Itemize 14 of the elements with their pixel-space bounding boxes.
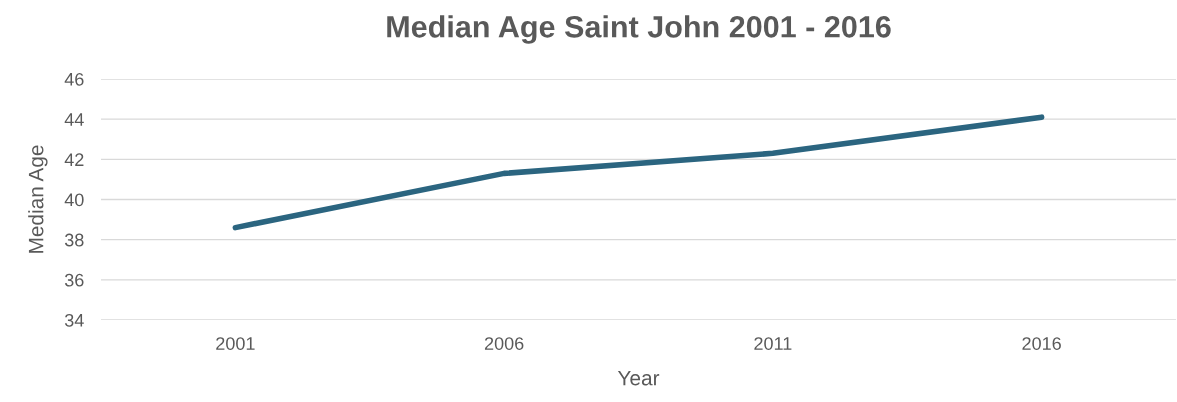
x-tick-label: 2001 xyxy=(216,337,255,350)
chart-title: Median Age Saint John 2001 - 2016 xyxy=(387,15,891,44)
y-tick-label: 46 xyxy=(64,72,84,86)
x-axis-title: Year xyxy=(617,370,660,386)
y-tick-label: 42 xyxy=(64,153,84,166)
y-tick-label: 40 xyxy=(64,193,84,207)
y-tick-label: 44 xyxy=(64,113,84,126)
x-tick-label: 2016 xyxy=(1022,337,1061,350)
y-axis-title: Median Age xyxy=(28,145,48,253)
x-tick-label: 2011 xyxy=(754,337,792,350)
y-tick-label: 38 xyxy=(64,233,84,247)
x-tick-label: 2006 xyxy=(484,337,524,350)
y-tick-label: 34 xyxy=(64,313,84,327)
y-tick-label: 36 xyxy=(64,273,84,287)
